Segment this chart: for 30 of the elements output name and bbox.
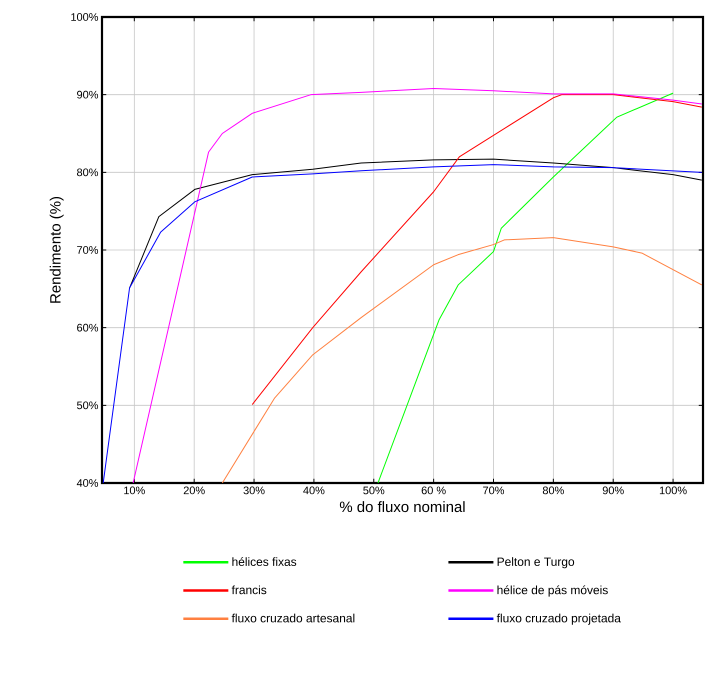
x-tick-label: 50%: [363, 486, 384, 494]
y-tick-label: 90%: [77, 90, 98, 99]
y-tick-label: 100%: [71, 13, 98, 21]
y-tick-label: 60%: [77, 324, 98, 332]
x-tick-label: 90%: [602, 486, 624, 494]
line-series: [222, 237, 702, 483]
legend-label: hélices fixas: [232, 557, 296, 566]
y-tick-label: 50%: [76, 401, 98, 410]
legend-label: hélice de pás móveis: [497, 585, 608, 597]
x-tick-label: 20%: [184, 486, 205, 494]
legend-label: francis: [232, 585, 266, 594]
legend-label: Pelton e Turgo: [498, 557, 574, 568]
x-tick-label: 60 %: [422, 486, 446, 494]
y-axis-title: Rendimento (%): [50, 196, 64, 303]
x-tick-label: 10%: [124, 486, 145, 494]
y-tick-label: 70%: [77, 246, 98, 254]
legend-label: fluxo cruzado artesanal: [232, 614, 354, 622]
line-series: [132, 88, 702, 483]
line-series: [102, 164, 702, 483]
line-series: [377, 92, 674, 483]
y-tick-label: 40%: [76, 479, 98, 487]
x-tick-label: 80%: [542, 486, 564, 494]
x-tick-label: 30%: [244, 486, 265, 494]
x-axis-title: % do fluxo nominal: [340, 501, 465, 512]
x-tick-label: 70%: [483, 486, 504, 494]
x-tick-label: 40%: [303, 486, 324, 494]
y-tick-label: 80%: [77, 168, 98, 176]
x-tick-label: 100%: [660, 486, 687, 494]
legend-label: fluxo cruzado projetada: [496, 614, 621, 625]
line-series: [252, 94, 702, 406]
